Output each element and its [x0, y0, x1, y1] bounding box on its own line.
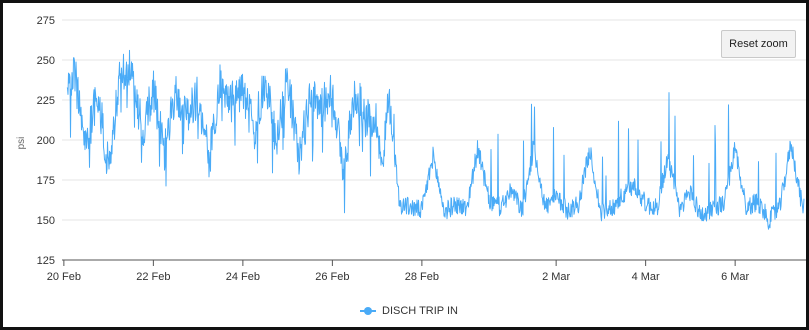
y-axis-title: psi — [16, 137, 27, 150]
y-tick-label-175: 175 — [37, 175, 55, 187]
x-tick-label: 6 Mar — [721, 271, 749, 283]
y-axis-ticks: 125 150 175 200 225 250 275 — [37, 15, 55, 267]
grid-lines — [62, 19, 806, 261]
legend-item-disch-trip-in[interactable]: DISCH TRIP IN — [360, 303, 458, 319]
x-tick-label: 20 Feb — [47, 271, 81, 283]
y-tick-label-250: 250 — [37, 55, 55, 67]
y-tick-label-225: 225 — [37, 95, 55, 107]
x-tick-label: 24 Feb — [226, 271, 260, 283]
series-layer — [66, 49, 805, 230]
y-tick-label-125: 125 — [37, 255, 55, 267]
x-axis: 20 Feb 22 Feb 24 Feb 26 Feb 28 Feb 2 Mar 4 Mar… — [47, 260, 750, 283]
legend-line-marker-icon — [360, 306, 376, 316]
legend-label: DISCH TRIP IN — [382, 305, 458, 317]
x-tick-label: 28 Feb — [405, 271, 439, 283]
y-tick-label-275: 275 — [37, 15, 55, 27]
x-tick-label: 22 Feb — [136, 271, 170, 283]
series-disch-trip-in-line[interactable] — [66, 49, 805, 230]
reset-zoom-button[interactable]: Reset zoom — [721, 30, 796, 58]
y-tick-label-150: 150 — [37, 215, 55, 227]
x-tick-label: 4 Mar — [632, 271, 660, 283]
y-tick-label-200: 200 — [37, 135, 55, 147]
x-tick-label: 26 Feb — [315, 271, 349, 283]
x-tick-label: 2 Mar — [542, 271, 570, 283]
